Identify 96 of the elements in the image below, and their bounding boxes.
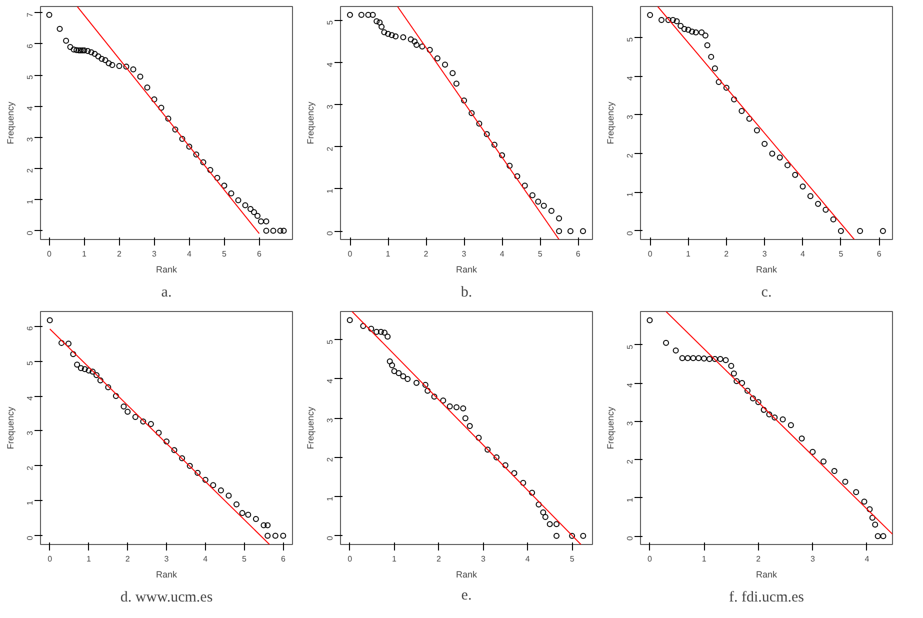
x-tick-label: 4 <box>500 250 505 258</box>
y-tick-label: 3 <box>326 418 334 423</box>
x-tick-label: 6 <box>876 250 882 258</box>
y-tick-label: 3 <box>326 104 334 110</box>
x-tick-label: 0 <box>48 554 53 564</box>
x-axis-title: Rank <box>156 570 178 580</box>
text: d. www.ucm.es <box>120 590 213 606</box>
x-tick-label: 3 <box>762 250 768 258</box>
y-tick-label: 3 <box>26 136 34 142</box>
y-tick-label: 3 <box>626 420 634 426</box>
y-tick-label: 5 <box>326 339 334 344</box>
y-tick-label: 1 <box>26 199 34 204</box>
y-tick-label: 3 <box>26 430 34 436</box>
x-tick-label: 5 <box>838 250 844 258</box>
x-tick-label: 0 <box>47 250 52 258</box>
x-tick-label: 0 <box>348 554 353 564</box>
y-tick-label: 4 <box>26 106 34 111</box>
y-tick-label: 0 <box>326 535 334 540</box>
x-tick-label: 2 <box>436 554 442 564</box>
y-tick-label: 2 <box>26 168 34 173</box>
y-tick-label: 0 <box>626 230 634 236</box>
y-tick-label: 5 <box>326 20 334 25</box>
y-tick-label: 2 <box>326 456 334 462</box>
y-axis-title: Frequency <box>306 406 316 450</box>
x-tick-label: 1 <box>386 250 391 258</box>
y-axis-title: Frequency <box>306 101 316 144</box>
y-tick-label: 6 <box>26 326 34 331</box>
x-tick-label: 2 <box>424 250 429 258</box>
x-axis-title: Rank <box>456 570 478 580</box>
x-tick-label: 2 <box>724 250 730 258</box>
x-tick-label: 4 <box>525 554 530 564</box>
y-tick-label: 0 <box>326 230 334 236</box>
x-axis-title: Rank <box>756 570 778 580</box>
y-tick-label: 4 <box>326 62 334 67</box>
x-tick-label: 0 <box>348 250 353 258</box>
y-tick-label: 4 <box>326 378 334 384</box>
x-axis-title: Rank <box>756 264 778 274</box>
y-tick-label: 2 <box>26 465 34 470</box>
x-axis-title: Rank <box>456 264 478 274</box>
x-tick-label: 1 <box>702 554 707 564</box>
x-tick-label: 4 <box>187 250 192 258</box>
x-tick-label: 5 <box>222 250 228 258</box>
y-axis-title: Frequency <box>6 406 16 450</box>
x-tick-label: 2 <box>117 250 122 258</box>
x-tick-label: 2 <box>756 554 762 564</box>
x-tick-label: 4 <box>203 554 208 564</box>
x-tick-label: 3 <box>152 250 158 258</box>
y-tick-label: 4 <box>626 382 634 388</box>
y-axis-title: Frequency <box>606 101 616 144</box>
text: e. <box>461 588 472 604</box>
x-tick-label: 5 <box>538 250 543 258</box>
y-tick-label: 4 <box>26 395 34 400</box>
x-tick-label: 6 <box>257 250 262 258</box>
y-tick-label: 4 <box>626 76 634 81</box>
y-tick-label: 3 <box>626 114 634 120</box>
x-axis-title: Rank <box>156 264 178 274</box>
y-tick-label: 0 <box>26 535 34 540</box>
y-axis-title: Frequency <box>606 406 616 450</box>
y-tick-label: 7 <box>26 12 34 18</box>
y-tick-label: 5 <box>26 74 34 80</box>
x-tick-label: 1 <box>82 250 88 258</box>
y-tick-label: 1 <box>626 192 634 197</box>
y-tick-label: 5 <box>26 360 34 366</box>
y-tick-label: 6 <box>26 43 34 48</box>
x-tick-label: 1 <box>392 554 398 564</box>
y-tick-label: 1 <box>26 500 34 506</box>
y-tick-label: 5 <box>626 36 634 42</box>
y-tick-label: 5 <box>626 344 634 350</box>
x-tick-label: 3 <box>164 554 170 564</box>
x-tick-label: 4 <box>864 554 870 564</box>
x-tick-label: 0 <box>648 554 653 564</box>
y-tick-label: 1 <box>326 188 334 194</box>
x-tick-label: 1 <box>86 554 92 564</box>
text: f. fdi.ucm.es <box>729 590 804 606</box>
y-tick-label: 2 <box>626 459 634 464</box>
y-tick-label: 2 <box>326 146 334 152</box>
x-tick-label: 3 <box>480 554 486 564</box>
x-tick-label: 6 <box>576 250 581 258</box>
x-tick-label: 4 <box>800 250 806 258</box>
x-tick-label: 3 <box>810 554 816 564</box>
text: a. <box>161 284 172 300</box>
x-tick-label: 0 <box>648 250 653 258</box>
x-tick-label: 1 <box>686 250 692 258</box>
x-tick-label: 5 <box>242 554 248 564</box>
x-tick-label: 5 <box>570 554 575 564</box>
text: b. <box>460 284 472 300</box>
x-tick-label: 3 <box>462 250 467 258</box>
y-tick-label: 1 <box>626 497 634 502</box>
x-tick-label: 6 <box>280 554 286 564</box>
text: c. <box>761 284 772 300</box>
y-axis-title: Frequency <box>6 101 16 144</box>
y-tick-label: 1 <box>326 496 334 502</box>
y-tick-label: 0 <box>626 536 634 541</box>
y-tick-label: 2 <box>626 153 634 158</box>
x-tick-label: 2 <box>125 554 130 564</box>
y-tick-label: 0 <box>26 230 34 236</box>
